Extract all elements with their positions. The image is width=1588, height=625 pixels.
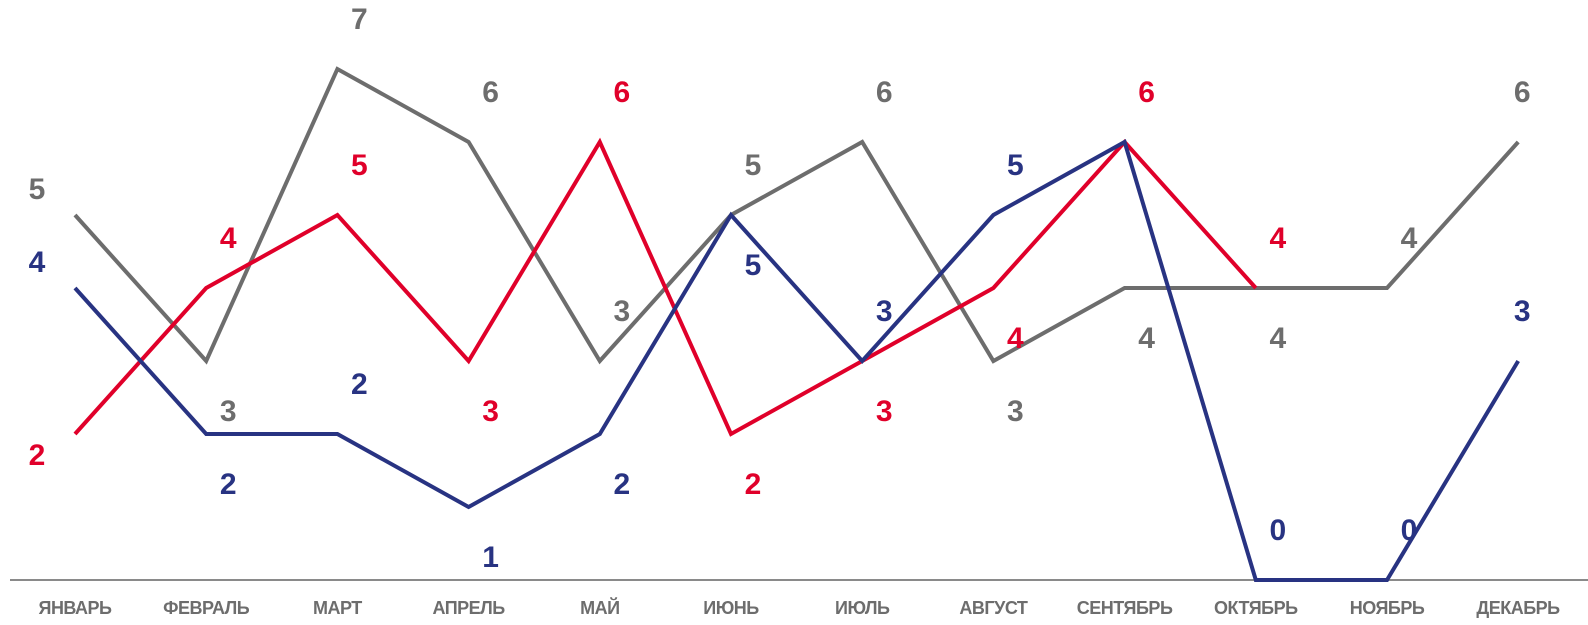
- series-line-1: [73, 137, 1258, 437]
- x-tick-label: СЕНТЯБРЬ: [1077, 598, 1173, 618]
- x-tick-label: ОКТЯБРЬ: [1214, 598, 1298, 618]
- data-label: 1: [482, 541, 499, 574]
- data-label: 2: [745, 468, 762, 501]
- data-label: 3: [613, 295, 630, 328]
- data-label: 0: [1401, 514, 1418, 547]
- data-label: 2: [351, 368, 368, 401]
- x-tick-label: МАРТ: [313, 598, 362, 618]
- data-label: 4: [1401, 222, 1418, 255]
- data-label: 3: [876, 295, 893, 328]
- data-label: 5: [1007, 149, 1024, 182]
- x-tick-layer: ЯНВАРЬ ФЕВРАЛЬ МАРТ АПРЕЛЬ МАЙ ИЮНЬ ИЮЛЬ АВГУСТ…: [39, 597, 1561, 618]
- data-label: 2: [613, 468, 630, 501]
- x-tick-label: АВГУСТ: [959, 598, 1027, 618]
- x-tick-label: ИЮЛЬ: [835, 598, 890, 618]
- x-tick-label: ДЕКАБРЬ: [1476, 598, 1560, 618]
- data-label: 4: [29, 246, 46, 279]
- data-label: 6: [482, 76, 499, 109]
- series-line-2: [73, 139, 1520, 582]
- data-label: 5: [745, 249, 762, 282]
- x-tick-label: МАЙ: [580, 597, 619, 618]
- x-tick-label: ФЕВРАЛЬ: [163, 598, 250, 618]
- data-label: 5: [745, 149, 762, 182]
- data-label: 3: [220, 395, 237, 428]
- data-label: 3: [1514, 295, 1531, 328]
- data-label: 6: [613, 76, 630, 109]
- data-label: 5: [29, 173, 46, 206]
- x-tick-label: АПРЕЛЬ: [432, 598, 505, 618]
- data-label: 4: [1007, 322, 1024, 355]
- data-label: 3: [482, 395, 499, 428]
- data-label: 4: [220, 222, 237, 255]
- data-label: 4: [1269, 222, 1286, 255]
- data-label: 6: [1138, 76, 1155, 109]
- data-label-layer: 5 3 7 6 3 5 6 3 4 4 4 6 2 4 5 3 6 2 3 4 6 4 4 2 2 1 2 5 3 5 0 0 3: [29, 3, 1531, 574]
- data-label: 4: [1269, 322, 1286, 355]
- data-label: 4: [1138, 322, 1155, 355]
- data-label: 6: [1514, 76, 1531, 109]
- data-label: 3: [876, 395, 893, 428]
- data-label: 3: [1007, 395, 1024, 428]
- data-label: 7: [351, 3, 368, 36]
- data-label: 5: [351, 149, 368, 182]
- x-tick-label: НОЯБРЬ: [1350, 598, 1425, 618]
- x-tick-label: ИЮНЬ: [703, 598, 759, 618]
- data-label: 2: [29, 439, 46, 472]
- data-label: 0: [1269, 514, 1286, 547]
- data-label: 6: [876, 76, 893, 109]
- series-line-0: [73, 66, 1520, 365]
- series-layer: [73, 66, 1520, 582]
- data-label: 2: [220, 468, 237, 501]
- x-tick-label: ЯНВАРЬ: [39, 598, 113, 618]
